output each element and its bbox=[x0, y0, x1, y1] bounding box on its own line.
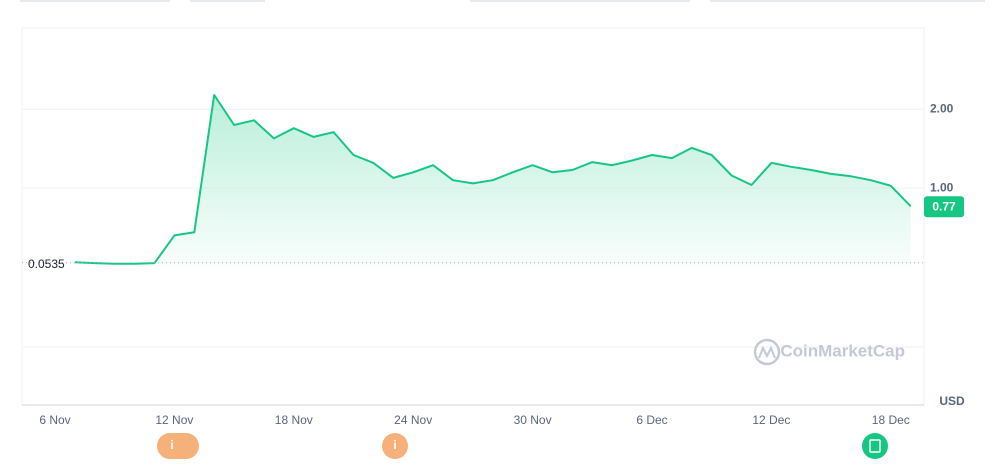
y-tick-label: 1.00 bbox=[930, 180, 954, 194]
event-markers[interactable]: i i bbox=[157, 433, 888, 459]
x-tick-label: 24 Nov bbox=[394, 413, 432, 427]
y-tick-label: 2.00 bbox=[930, 101, 954, 115]
watermark: CoinMarketCap bbox=[780, 341, 905, 360]
svg-text:i: i bbox=[393, 438, 396, 452]
price-line bbox=[74, 94, 912, 265]
x-tick-label: 12 Dec bbox=[752, 413, 790, 427]
current-price-badge bbox=[924, 196, 964, 218]
svg-text:i: i bbox=[170, 438, 173, 452]
x-tick-label: 12 Nov bbox=[155, 413, 193, 427]
x-tick-label: 6 Nov bbox=[39, 413, 70, 427]
watermark-logo bbox=[753, 338, 781, 366]
x-tick-label: 6 Dec bbox=[636, 413, 667, 427]
x-tick-label: 18 Dec bbox=[872, 413, 910, 427]
open-price-label: 0.0535 bbox=[28, 257, 65, 271]
currency-label: USD bbox=[939, 394, 965, 408]
x-tick-label: 18 Nov bbox=[275, 413, 313, 427]
x-tick-label: 30 Nov bbox=[514, 413, 552, 427]
current-price-label: 0.77 bbox=[932, 199, 956, 213]
